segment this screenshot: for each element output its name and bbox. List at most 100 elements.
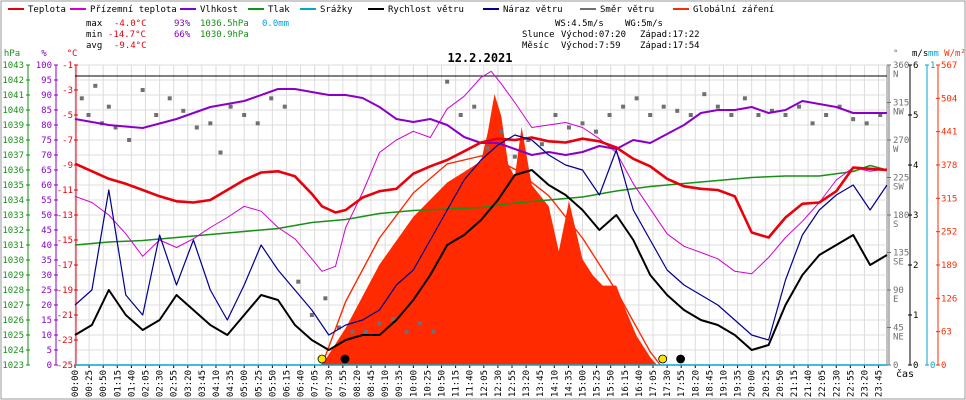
wind-direction-point — [566, 125, 571, 130]
direction-tick-label: 45 — [893, 324, 904, 334]
wind-direction-point — [607, 113, 612, 117]
x-tick-label: 17:30 — [663, 370, 673, 397]
radiation-tick-label: 441 — [941, 128, 957, 138]
wind-direction-point — [106, 104, 111, 109]
x-tick-label: 20:25 — [762, 370, 772, 397]
wind-direction-point — [837, 104, 842, 109]
x-tick-label: 13:45 — [536, 370, 546, 397]
series-line-p-zemn-teplota — [74, 70, 888, 275]
direction-compass-label: SW — [893, 183, 904, 193]
percent-tick-label: 0 — [47, 361, 52, 371]
x-tick-label: 02:55 — [170, 370, 180, 397]
x-tick-label: 06:40 — [297, 370, 307, 397]
radiation-tick-label: 126 — [941, 294, 957, 304]
rain-axis-label: mm — [928, 49, 939, 59]
wind-direction-point — [391, 317, 396, 322]
x-tick-label: 18:20 — [691, 370, 701, 397]
radiation-tick-label: 252 — [941, 228, 957, 238]
x-tick-label: 17:55 — [677, 370, 687, 397]
celsius-tick-label: -13 — [57, 211, 73, 221]
wind-direction-point — [864, 121, 869, 126]
wind-direction-point — [127, 138, 132, 142]
legend-label-3: Vlhkost — [200, 5, 238, 15]
percent-tick-label: 95 — [41, 76, 52, 86]
percent-tick-label: 15 — [41, 316, 52, 326]
series-line-vlhkost — [74, 88, 887, 156]
wind-direction-point — [472, 104, 477, 109]
wind-direction-point — [269, 96, 274, 101]
direction-compass-label: S — [893, 220, 898, 230]
marker-sunrise — [317, 354, 327, 364]
hpa-tick-label: 1042 — [2, 76, 24, 86]
legend-label-6: Rychlost větru — [388, 5, 464, 15]
x-axis-label: čas — [896, 368, 914, 380]
x-tick-label: 18:45 — [705, 370, 715, 397]
wind-direction-point — [594, 129, 599, 134]
wind-direction-point — [878, 113, 883, 117]
series-line-tlak — [74, 164, 888, 246]
moon-label: Měsíc — [522, 41, 549, 51]
wind-direction-point — [154, 113, 159, 117]
wind-tick-label: 6 — [913, 61, 918, 71]
stats-min-hum: 66% — [174, 30, 191, 40]
percent-tick-label: 60 — [41, 181, 52, 191]
wind-direction-point — [729, 113, 734, 117]
x-tick-label: 10:00 — [409, 370, 419, 397]
wind-direction-point — [208, 121, 213, 126]
wind-direction-point — [255, 121, 260, 126]
direction-tick-label: 0 — [893, 361, 898, 371]
legend-label-5: Srážky — [320, 5, 353, 15]
percent-tick-label: 25 — [41, 286, 52, 296]
x-tick-label: 16:40 — [635, 370, 645, 397]
x-tick-label: 22:55 — [846, 370, 856, 397]
percent-tick-label: 45 — [41, 226, 52, 236]
radiation-tick-label: 63 — [941, 328, 952, 338]
wind-direction-point — [79, 96, 84, 101]
wind-direction-point — [851, 117, 856, 122]
hpa-tick-label: 1035 — [2, 181, 24, 191]
wind-direction-point — [181, 108, 186, 113]
wind-direction-point — [113, 125, 118, 130]
wind-axis-label: m/s — [912, 49, 928, 59]
stats-max-label: max — [86, 19, 103, 29]
direction-compass-label: W — [893, 145, 899, 155]
hpa-tick-label: 1028 — [2, 286, 24, 296]
celsius-tick-label: -7 — [62, 136, 73, 146]
x-tick-label: 09:10 — [381, 370, 391, 397]
x-tick-label: 07:05 — [311, 370, 321, 397]
x-tick-label: 22:05 — [818, 370, 828, 397]
sun-moon-markers — [317, 354, 686, 364]
percent-tick-label: 90 — [41, 91, 52, 101]
direction-tick-label: 360 — [893, 61, 909, 71]
marker-moonrise — [340, 354, 350, 364]
x-tick-label: 00:00 — [71, 370, 81, 397]
wind-direction-point — [634, 96, 639, 101]
marker-moonset — [676, 354, 686, 364]
rain-tick-label: 0 — [930, 361, 935, 371]
wind-direction-point — [783, 113, 788, 117]
x-tick-label: 19:35 — [734, 370, 744, 397]
percent-tick-label: 100 — [36, 61, 52, 71]
wind-direction-point — [688, 113, 693, 117]
legend: Teplota Přízemní teplota Vlhkost Tlak Srážky… — [8, 5, 774, 15]
x-tick-label: 14:10 — [550, 370, 560, 397]
hpa-tick-label: 1030 — [2, 256, 24, 266]
sun-label: Slunce — [522, 30, 555, 40]
wind-direction-point — [336, 325, 341, 330]
wind-direction-point — [621, 104, 626, 109]
radiation-tick-label: 189 — [941, 261, 957, 271]
percent-tick-label: 80 — [41, 121, 52, 131]
direction-tick-label: 90 — [893, 286, 904, 296]
legend-label-7: Náraz větru — [503, 5, 563, 15]
wind-direction-point — [499, 129, 504, 134]
radiation-tick-label: 378 — [941, 161, 957, 171]
direction-compass-label: N — [893, 70, 898, 80]
wind-direction-point — [769, 108, 774, 113]
wind-direction-point — [140, 88, 145, 92]
celsius-tick-label: -21 — [57, 311, 73, 321]
series-line-n-raz-v-tru — [74, 134, 888, 341]
percent-tick-label: 85 — [41, 106, 52, 116]
x-tick-label: 02:05 — [141, 370, 151, 397]
wind-direction-point — [309, 313, 314, 317]
